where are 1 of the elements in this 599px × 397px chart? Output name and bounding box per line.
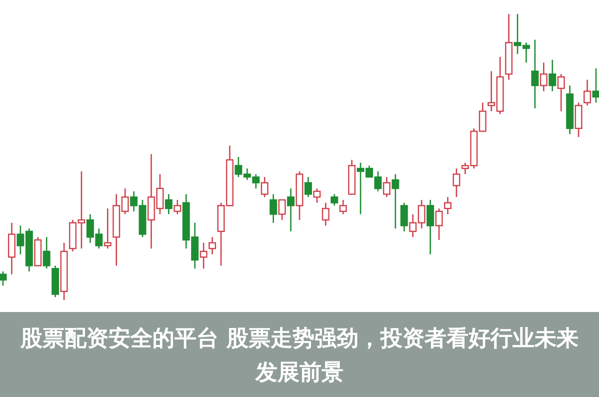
- text: 股票配资安全的平台 股票走势强劲，投资者看好行业未来发展前景: [20, 326, 578, 386]
